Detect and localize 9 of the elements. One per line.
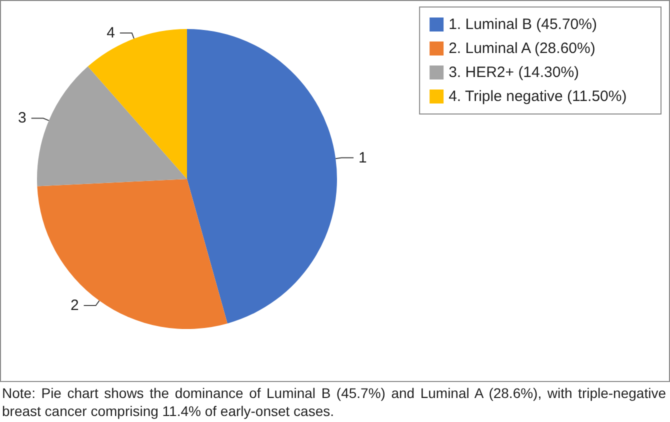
text: 3: [18, 110, 26, 127]
legend-label: 2. Luminal A (28.60%): [448, 40, 596, 57]
text: 2: [70, 297, 79, 314]
text: 4: [106, 24, 115, 42]
legend-label: 3. HER2+ (14.30%): [448, 64, 580, 81]
text: 1: [358, 149, 367, 166]
legend-label: 1. Luminal B (45.70%): [448, 16, 597, 33]
legend-label: 4. Triple negative (11.50%): [448, 88, 627, 105]
text: Note: Pie chart shows the dominance of Luminal B (45.7%) and Luminal A (28.6%), with triple-negative breast cancer comprising 11.4% of early-onset cases.: [2, 384, 666, 420]
